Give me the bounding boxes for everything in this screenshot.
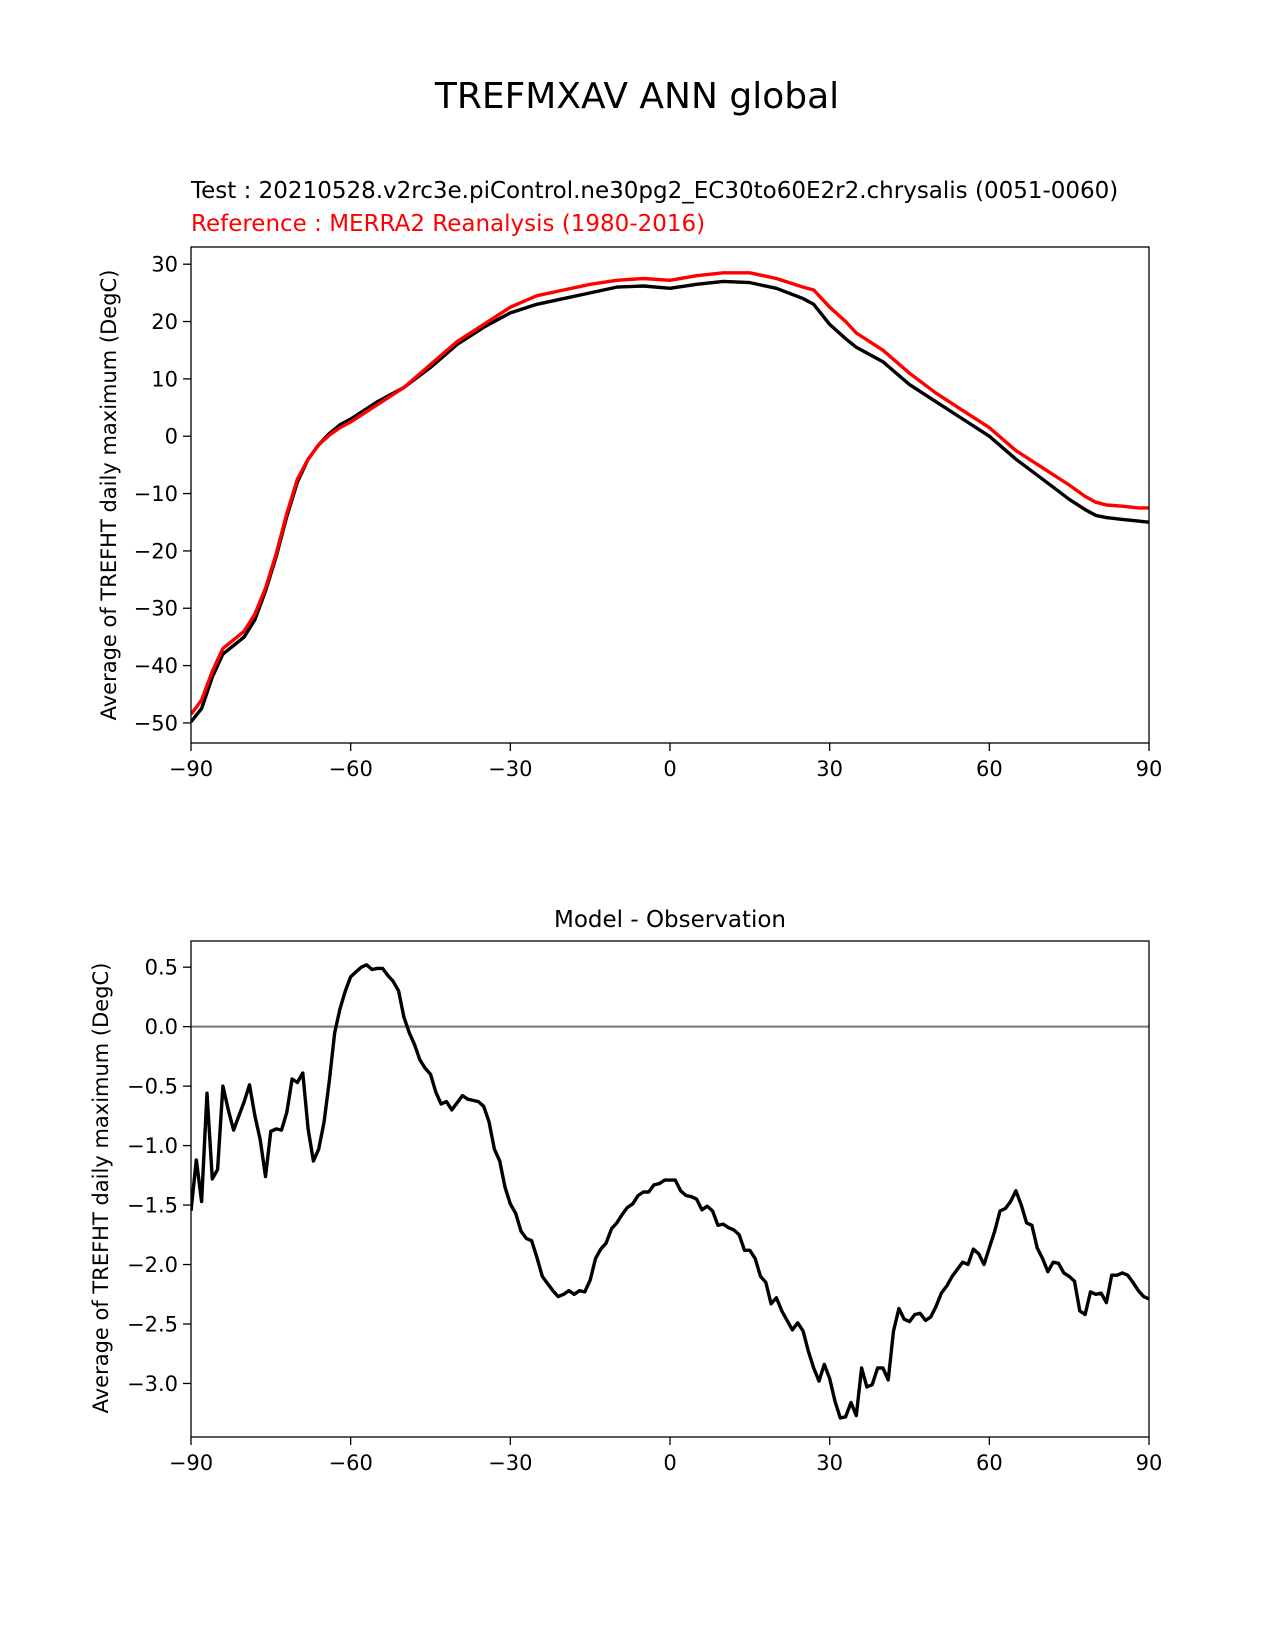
bottom-plot-area: −90 −60 −30 0 30 60 90 0.5 0.0 −0.5 −1.0 −1.5 −2.0 −2… xyxy=(127,956,1162,1475)
p1-xtick-label: 90 xyxy=(1136,1451,1163,1475)
p0-ytick-label: −20 xyxy=(134,539,178,563)
p1-xtick-label: −30 xyxy=(488,1451,532,1475)
p0-ytick-label: 0 xyxy=(165,425,178,449)
top-plot-area: −90 −60 −30 0 30 60 90 −50 −40 −30 −20 −10 0 10 20 30 xyxy=(134,253,1163,781)
p1-ytick-label: −1.0 xyxy=(127,1134,178,1158)
test-label: Test : 20210528.v2rc3e.piControl.ne30pg2… xyxy=(190,178,1118,204)
p1-ytick-label: 0.5 xyxy=(145,956,178,980)
p1-ytick-label: −3.0 xyxy=(127,1372,178,1396)
p1-ytick-label: −0.5 xyxy=(127,1075,178,1099)
p0-xtick-label: 30 xyxy=(816,757,843,781)
bottom-title: Model - Observation xyxy=(554,907,786,933)
p0-xtick-label: −30 xyxy=(488,757,532,781)
p0-ytick-label: −10 xyxy=(134,482,178,506)
p1-xtick-label: −90 xyxy=(169,1451,213,1475)
series-line-reference xyxy=(191,271,1149,716)
p0-xtick-label: −60 xyxy=(329,757,373,781)
bottom-ylabel: Average of TREFHT daily maximum (DegC) xyxy=(89,963,113,1414)
p1-ytick-label: 0.0 xyxy=(145,1015,178,1039)
top-ylabel: Average of TREFHT daily maximum (DegC) xyxy=(97,270,121,721)
p0-ytick-label: 20 xyxy=(151,310,178,334)
p0-xtick-label: 60 xyxy=(976,757,1003,781)
p0-xtick-label: 90 xyxy=(1136,757,1163,781)
bottom-axes-frame xyxy=(190,940,1150,1438)
figure-title: TREFMXAV ANN global xyxy=(434,76,839,117)
series-line-model-observation xyxy=(191,963,1149,1420)
reference-label: Reference : MERRA2 Reanalysis (1980-2016… xyxy=(191,211,705,237)
p0-ytick-label: −50 xyxy=(134,711,178,735)
p0-ytick-label: 30 xyxy=(151,253,178,277)
p0-ytick-label: −30 xyxy=(134,597,178,621)
p0-ytick-label: 10 xyxy=(151,367,178,391)
p0-xtick-label: 0 xyxy=(663,757,676,781)
p0-ytick-label: −40 xyxy=(134,654,178,678)
bottom-panel: Model - Observation Average of TREFHT da… xyxy=(89,907,1162,1475)
p1-ytick-label: −1.5 xyxy=(127,1194,178,1218)
p1-xtick-label: −60 xyxy=(329,1451,373,1475)
p1-xtick-label: 60 xyxy=(976,1451,1003,1475)
p1-ytick-label: −2.0 xyxy=(127,1253,178,1277)
p1-xtick-label: 0 xyxy=(663,1451,676,1475)
top-panel: Test : 20210528.v2rc3e.piControl.ne30pg2… xyxy=(97,178,1162,781)
p0-xtick-label: −90 xyxy=(169,757,213,781)
p1-xtick-label: 30 xyxy=(816,1451,843,1475)
top-axes-frame xyxy=(190,246,1150,744)
p1-ytick-label: −2.5 xyxy=(127,1313,178,1337)
